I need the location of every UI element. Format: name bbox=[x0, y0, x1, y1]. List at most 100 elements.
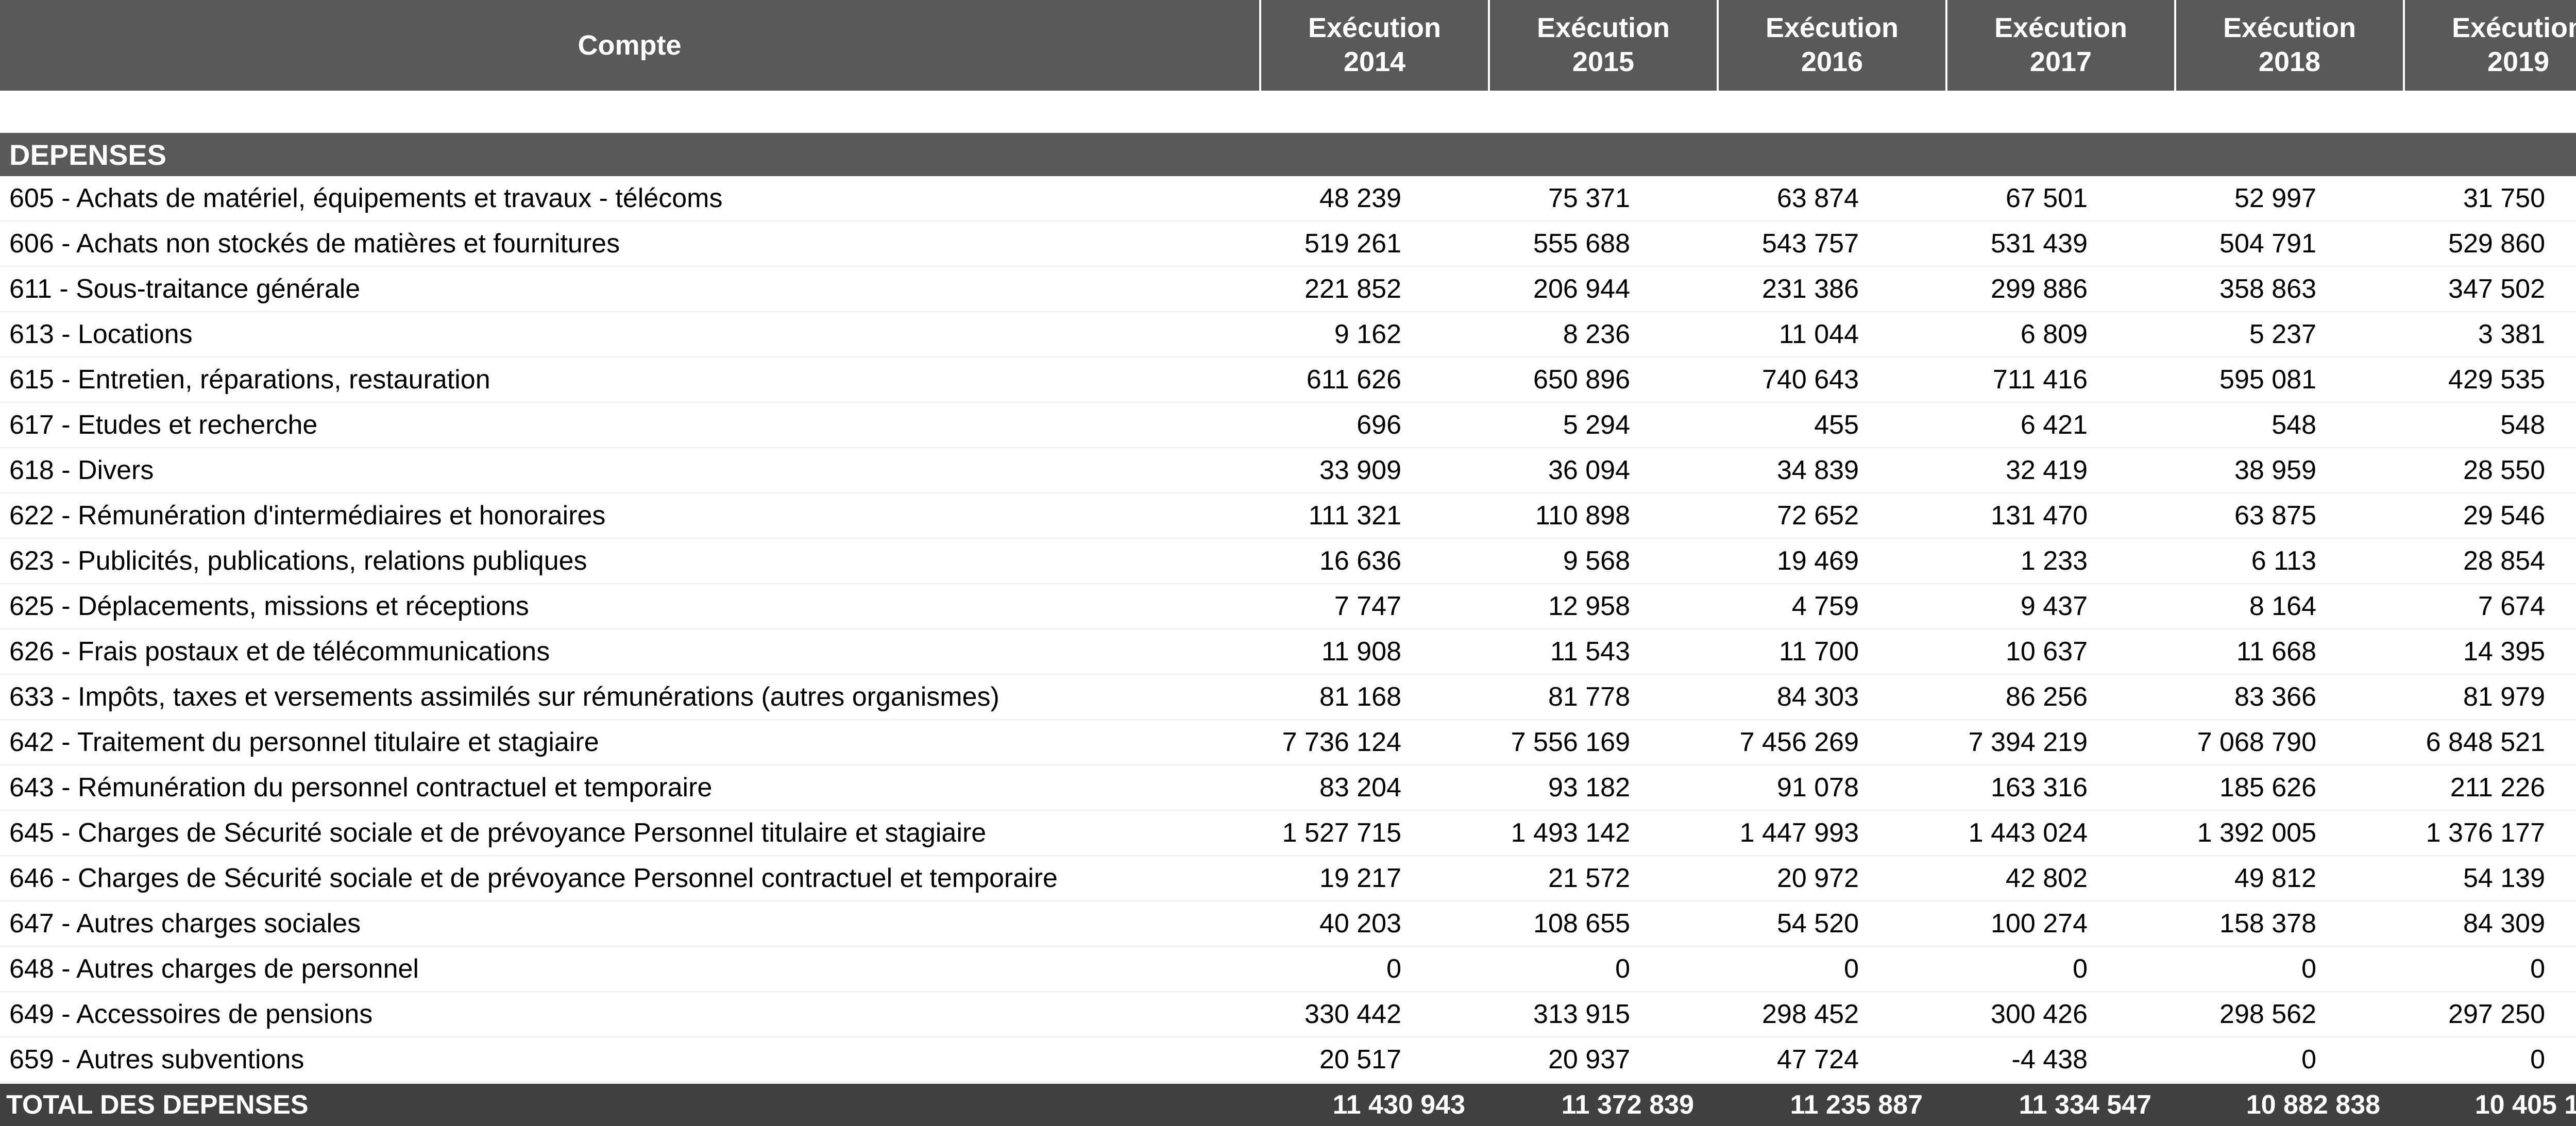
value-cell: 313 915 bbox=[1533, 999, 1630, 1029]
header-line2: 2019 bbox=[2487, 46, 2550, 77]
account-label: 615 - Entretien, réparations, restaurati… bbox=[9, 365, 490, 395]
table-header-row: Compte Exécution 2014 Exécution 2015 Exécuti… bbox=[0, 0, 2576, 91]
value-cell: 297 250 bbox=[2448, 999, 2545, 1029]
value-cell: 429 535 bbox=[2448, 365, 2545, 395]
value-cell: 81 778 bbox=[1548, 682, 1630, 712]
value-cell: 300 426 bbox=[1991, 999, 2088, 1029]
account-label: 646 - Charges de Sécurité sociale et de … bbox=[9, 863, 1058, 893]
value-cell: 0 bbox=[2301, 1045, 2316, 1074]
value-cell: 20 517 bbox=[1319, 1045, 1401, 1074]
value-cell: 158 378 bbox=[2219, 909, 2316, 939]
value-cell: 7 456 269 bbox=[1739, 727, 1859, 757]
value-cell: 20 937 bbox=[1548, 1045, 1630, 1074]
value-cell: 9 162 bbox=[1334, 319, 1401, 349]
value-cell: 1 376 177 bbox=[2426, 818, 2545, 848]
value-cell: 519 261 bbox=[1304, 229, 1401, 259]
header-line1: Exécution bbox=[1308, 12, 1442, 44]
value-cell: 28 854 bbox=[2463, 546, 2545, 576]
table-row: 613 - Locations 9 162 8 236 11 044 6 809 5 23… bbox=[0, 312, 2576, 357]
value-cell: 63 874 bbox=[1776, 183, 1859, 213]
value-cell: -4 438 bbox=[2011, 1045, 2088, 1074]
value-cell: 14 395 bbox=[2463, 637, 2545, 667]
value-cell: 7 747 bbox=[1334, 591, 1401, 621]
value-cell: 81 979 bbox=[2463, 682, 2545, 712]
value-cell: 0 bbox=[2530, 954, 2545, 984]
value-cell: 52 997 bbox=[2234, 183, 2316, 213]
value-cell: 34 839 bbox=[1776, 455, 1859, 485]
account-label: 625 - Déplacements, missions et réceptio… bbox=[9, 591, 529, 621]
value-cell: 29 546 bbox=[2463, 501, 2545, 531]
value-cell: 347 502 bbox=[2448, 274, 2545, 304]
account-label: 605 - Achats de matériel, équipements et… bbox=[9, 183, 723, 213]
account-label: 622 - Rémunération d'intermédiaires et h… bbox=[9, 501, 606, 531]
section-header-label: DEPENSES bbox=[9, 138, 166, 171]
value-cell: 611 626 bbox=[1306, 365, 1401, 395]
value-cell: 6 113 bbox=[2251, 546, 2316, 576]
total-value-cell: 11 430 943 bbox=[1332, 1090, 1465, 1120]
value-cell: 1 443 024 bbox=[1968, 818, 2088, 848]
value-cell: 696 bbox=[1357, 410, 1401, 440]
account-label: 606 - Achats non stockés de matières et … bbox=[9, 229, 620, 259]
value-cell: 0 bbox=[2301, 954, 2316, 984]
table-row: 605 - Achats de matériel, équipements et… bbox=[0, 176, 2576, 221]
table-row: 645 - Charges de Sécurité sociale et de … bbox=[0, 811, 2576, 856]
value-cell: 5 294 bbox=[1563, 410, 1630, 440]
value-cell: 19 217 bbox=[1319, 863, 1401, 893]
value-cell: 548 bbox=[2500, 410, 2545, 440]
table-row: 643 - Rémunération du personnel contract… bbox=[0, 765, 2576, 811]
value-cell: 4 759 bbox=[1791, 591, 1859, 621]
header-spacer bbox=[0, 91, 2576, 133]
value-cell: 20 972 bbox=[1776, 863, 1859, 893]
value-cell: 108 655 bbox=[1533, 909, 1630, 939]
value-cell: 1 392 005 bbox=[2197, 818, 2316, 848]
value-cell: 8 236 bbox=[1563, 319, 1630, 349]
compte-header-label: Compte bbox=[578, 30, 682, 61]
column-header-execution-2014: Exécution 2014 bbox=[1261, 0, 1490, 91]
value-cell: 93 182 bbox=[1548, 773, 1630, 803]
value-cell: 11 908 bbox=[1321, 637, 1401, 667]
header-line1: Exécution bbox=[2451, 12, 2576, 44]
table-row: 625 - Déplacements, missions et réceptio… bbox=[0, 584, 2576, 629]
value-cell: 38 959 bbox=[2234, 455, 2316, 485]
value-cell: 81 168 bbox=[1319, 682, 1401, 712]
value-cell: 83 204 bbox=[1319, 773, 1401, 803]
table-body: 605 - Achats de matériel, équipements et… bbox=[0, 176, 2576, 1083]
value-cell: 185 626 bbox=[2219, 773, 2316, 803]
value-cell: 206 944 bbox=[1533, 274, 1630, 304]
table-row: 622 - Rémunération d'intermédiaires et h… bbox=[0, 493, 2576, 539]
total-value-cell: 11 372 839 bbox=[1561, 1090, 1694, 1120]
value-cell: 31 750 bbox=[2463, 183, 2545, 213]
column-header-compte: Compte bbox=[0, 0, 1261, 91]
value-cell: 711 416 bbox=[1992, 365, 2088, 395]
value-cell: 21 572 bbox=[1548, 863, 1630, 893]
account-label: 613 - Locations bbox=[9, 319, 193, 349]
header-line1: Exécution bbox=[1994, 12, 2128, 44]
table-row: 615 - Entretien, réparations, restaurati… bbox=[0, 357, 2576, 403]
column-header-execution-2019: Exécution 2019 bbox=[2405, 0, 2576, 91]
value-cell: 7 394 219 bbox=[1968, 727, 2088, 757]
table-row: 633 - Impôts, taxes et versements assimi… bbox=[0, 675, 2576, 720]
value-cell: 28 550 bbox=[2463, 455, 2545, 485]
account-label: 642 - Traitement du personnel titulaire … bbox=[9, 727, 599, 757]
value-cell: 299 886 bbox=[1991, 274, 2088, 304]
table-row: 647 - Autres charges sociales 40 203 108 6… bbox=[0, 901, 2576, 947]
section-header-depenses: DEPENSES bbox=[0, 133, 2576, 176]
table-row: 617 - Etudes et recherche 696 5 294 455 6 42… bbox=[0, 403, 2576, 448]
total-value-cell: 10 882 838 bbox=[2246, 1090, 2380, 1120]
value-cell: 8 164 bbox=[2249, 591, 2316, 621]
value-cell: 6 421 bbox=[2020, 410, 2088, 440]
value-cell: 0 bbox=[2530, 1045, 2545, 1074]
value-cell: 1 447 993 bbox=[1739, 818, 1859, 848]
value-cell: 12 958 bbox=[1548, 591, 1630, 621]
header-line2: 2014 bbox=[1343, 46, 1406, 77]
value-cell: 40 203 bbox=[1319, 909, 1401, 939]
value-cell: 19 469 bbox=[1776, 546, 1859, 576]
table-row: 648 - Autres charges de personnel0000001… bbox=[0, 947, 2576, 992]
value-cell: 0 bbox=[1615, 954, 1630, 984]
account-label: 618 - Divers bbox=[9, 455, 154, 485]
value-cell: 48 239 bbox=[1319, 183, 1401, 213]
value-cell: 6 848 521 bbox=[2426, 727, 2545, 757]
value-cell: 33 909 bbox=[1319, 455, 1401, 485]
value-cell: 548 bbox=[2272, 410, 2316, 440]
value-cell: 49 812 bbox=[2234, 863, 2316, 893]
